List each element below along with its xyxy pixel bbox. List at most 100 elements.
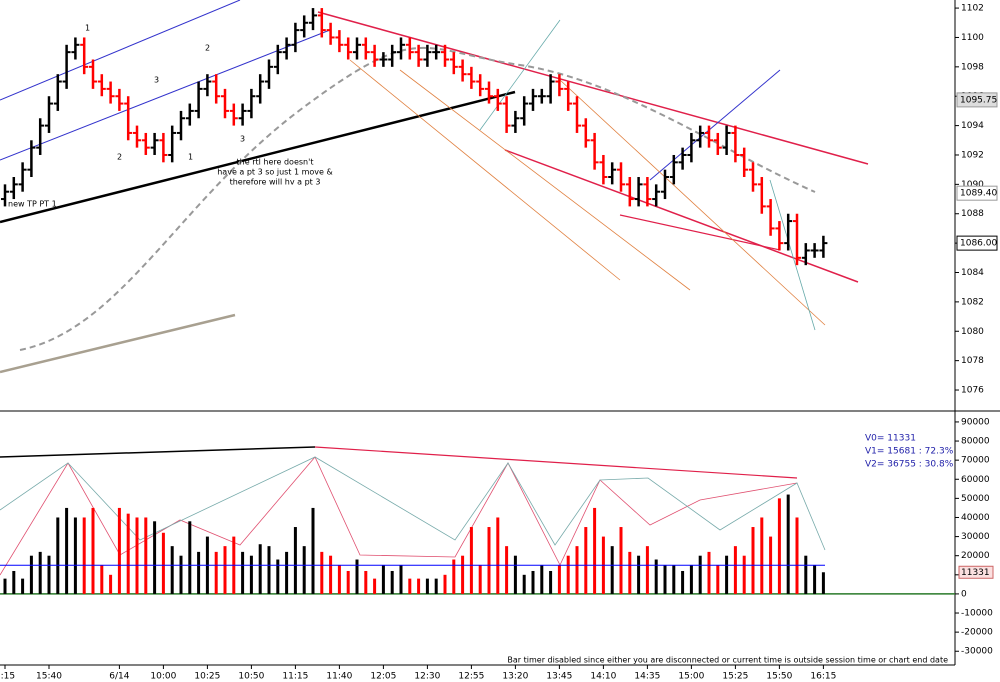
y-tick-label: 1090 xyxy=(961,180,984,190)
y-tick-label: 30000 xyxy=(961,532,990,542)
y-tick-label: 50000 xyxy=(961,494,990,504)
volume-bar xyxy=(795,517,799,594)
volume-bar xyxy=(311,507,315,594)
volume-bar xyxy=(540,565,544,594)
volume-bar xyxy=(434,578,438,594)
annotation: therefore will hv a pt 3 xyxy=(230,178,321,187)
x-tick-label: 15:25 xyxy=(722,672,748,682)
x-tick-label: 12:55 xyxy=(458,672,484,682)
volume-bar xyxy=(346,570,350,594)
volume-bar xyxy=(82,517,86,594)
trend-line xyxy=(769,179,816,331)
volume-bar xyxy=(575,546,579,594)
volume-bar xyxy=(443,574,447,594)
volume-bar xyxy=(452,559,456,594)
y-tick-label: -10000 xyxy=(961,609,993,619)
trend-line xyxy=(0,29,331,161)
y-tick-label: 1076 xyxy=(961,386,984,396)
trend-line xyxy=(0,90,516,224)
volume-bar xyxy=(241,551,245,594)
x-tick-label: 12:30 xyxy=(414,672,440,682)
volume-bar xyxy=(425,578,429,594)
volume-bar xyxy=(777,498,781,594)
volume-bar xyxy=(654,559,658,594)
volume-bar xyxy=(742,555,746,594)
volume-bar xyxy=(337,565,341,594)
y-tick-label: 1098 xyxy=(961,62,984,72)
volume-trend-line xyxy=(314,446,798,479)
volume-bar xyxy=(469,527,473,594)
price-marker-label: 1086.00 xyxy=(960,239,997,249)
volume-bar xyxy=(760,517,764,594)
y-tick-label: 1094 xyxy=(961,121,984,131)
trend-line xyxy=(0,313,236,374)
y-tick-label: 1078 xyxy=(961,356,984,366)
volume-bar xyxy=(610,546,614,594)
volume-bar xyxy=(38,551,42,594)
trend-lines xyxy=(0,0,869,576)
volume-bar xyxy=(417,578,421,594)
volume-bar xyxy=(276,559,280,594)
annotation: 3 xyxy=(154,76,159,85)
y-tick-label: 1084 xyxy=(961,268,984,278)
volume-bar xyxy=(126,513,130,594)
y-tick-label: 80000 xyxy=(961,437,990,447)
volume-bar xyxy=(179,555,183,594)
volume-bar xyxy=(188,521,192,594)
y-tick-label: 60000 xyxy=(961,475,990,485)
annotation: the rtl here doesn't xyxy=(237,158,314,167)
volume-bar xyxy=(478,565,482,594)
volume-bar xyxy=(821,572,825,594)
volume-bar xyxy=(399,565,403,594)
volume-bar xyxy=(522,574,526,594)
trend-line xyxy=(399,69,691,291)
price-marker-label: 1095.75 xyxy=(960,95,997,105)
status-message: Bar timer disabled since either you are … xyxy=(507,656,948,665)
y-tick-label: 1080 xyxy=(961,327,984,337)
x-tick-label: 14:10 xyxy=(590,672,616,682)
volume-bar xyxy=(593,507,597,594)
x-tick-label: 10:25 xyxy=(194,672,220,682)
volume-bar xyxy=(258,544,262,594)
trend-line xyxy=(504,149,859,283)
volume-bar xyxy=(302,546,306,594)
volume-bar xyxy=(531,570,535,594)
volume-bar xyxy=(716,565,720,594)
x-tick-label: 6/14 xyxy=(109,672,129,682)
x-tick-label: 10:00 xyxy=(150,672,176,682)
annotation: have a pt 3 so just 1 move & xyxy=(217,168,333,177)
volume-bar xyxy=(557,565,561,594)
y-tick-label: 1092 xyxy=(961,150,984,160)
volume-bar xyxy=(408,578,412,594)
volume-bar xyxy=(153,521,157,594)
volume-bar xyxy=(733,546,737,594)
volume-bar xyxy=(161,532,165,594)
volume-bar xyxy=(487,527,491,594)
y-tick-label: -30000 xyxy=(961,647,993,657)
volume-bar xyxy=(689,565,693,594)
volume-stat: V1= 15681 : 72.3% xyxy=(865,447,954,457)
volume-bar xyxy=(725,555,729,594)
trend-line xyxy=(349,59,621,281)
x-tick-label: 11:40 xyxy=(326,672,352,682)
volume-bar xyxy=(637,555,641,594)
x-tick-label: 11:15 xyxy=(282,672,308,682)
volume-bar xyxy=(584,527,588,594)
x-tick-label: 12:05 xyxy=(370,672,396,682)
volume-bar xyxy=(223,546,227,594)
price-marker xyxy=(956,92,998,108)
volume-bar xyxy=(707,551,711,594)
x-tick-label: 14:35 xyxy=(634,672,660,682)
volume-bar xyxy=(663,565,667,594)
price-marker-label: 1089.40 xyxy=(960,189,997,199)
annotation: 3 xyxy=(240,135,245,144)
volume-bar xyxy=(628,551,632,594)
y-tick-label: 90000 xyxy=(961,417,990,427)
volume-zigzag xyxy=(0,456,798,576)
volume-bar xyxy=(117,507,121,594)
volume-bar xyxy=(21,578,25,594)
volume-stat: V0= 11331 xyxy=(865,434,916,444)
x-tick-label: 13:45 xyxy=(546,672,572,682)
